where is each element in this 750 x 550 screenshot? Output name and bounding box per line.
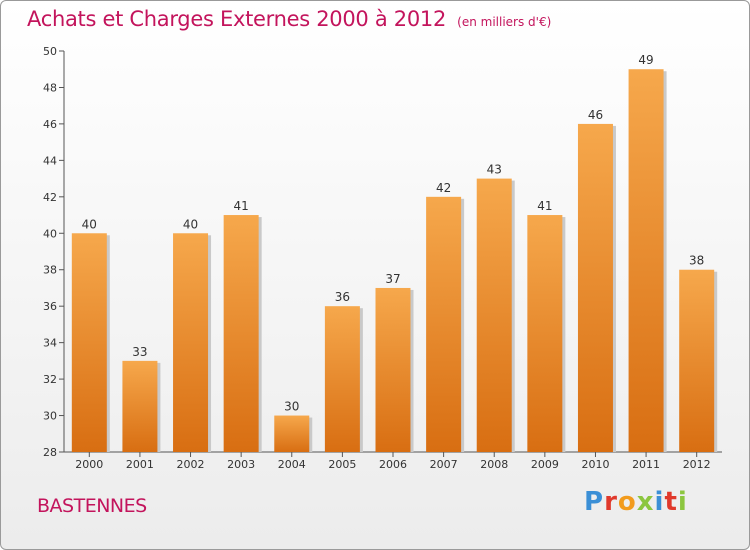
logo-letter: i: [654, 487, 665, 517]
bar: [122, 360, 158, 452]
y-tick-label: 44: [43, 154, 57, 167]
bar: [679, 269, 715, 452]
data-label: 30: [284, 400, 299, 414]
bar: [577, 123, 613, 452]
logo-letter: o: [617, 487, 637, 517]
bar: [527, 215, 563, 452]
y-tick-label: 38: [43, 264, 57, 277]
title-text: Achats et Charges Externes 2000 à 2012: [27, 7, 447, 31]
bar: [476, 178, 512, 452]
y-tick-label: 30: [43, 410, 57, 423]
logo-letter: P: [584, 487, 605, 517]
x-tick-label: 2009: [531, 458, 559, 471]
logo-letter: x: [636, 487, 655, 517]
data-label: 41: [537, 199, 552, 213]
x-tick-label: 2010: [581, 458, 609, 471]
axes: 28 30 32 34 36 38 40 42 44 46 48 50 2000 2001 2002 2003…: [43, 45, 722, 471]
x-tick-label: 2008: [480, 458, 508, 471]
bar: [173, 233, 209, 452]
chart-title: Achats et Charges Externes 2000 à 2012 (…: [27, 7, 551, 31]
bar: [628, 69, 664, 453]
x-tick-label: 2011: [632, 458, 660, 471]
data-label: 40: [82, 217, 97, 231]
x-tick-label: 2005: [328, 458, 356, 471]
y-tick-label: 46: [43, 118, 57, 131]
place-name: BASTENNES: [37, 495, 147, 517]
bar: [223, 215, 259, 452]
y-tick-label: 48: [43, 81, 57, 94]
y-tick-label: 34: [43, 337, 57, 350]
bar: [375, 287, 411, 452]
x-tick-label: 2007: [430, 458, 458, 471]
value-labels: 40 33 40 41 30 36 37 42 43 41 46 49 38: [82, 53, 705, 413]
bar: [324, 306, 360, 452]
data-label: 37: [385, 272, 400, 286]
data-label: 46: [588, 108, 603, 122]
x-tick-label: 2001: [126, 458, 154, 471]
y-tick-label: 32: [43, 373, 57, 386]
data-label: 36: [335, 290, 350, 304]
data-label: 41: [234, 199, 249, 213]
x-tick-label: 2012: [683, 458, 711, 471]
data-label: 33: [132, 345, 147, 359]
proxiti-logo: Proxiti: [584, 487, 688, 517]
unit-text: (en milliers d'€): [457, 15, 552, 29]
logo-letter: i: [677, 487, 688, 517]
x-tick-label: 2000: [75, 458, 103, 471]
data-label: 38: [689, 254, 704, 268]
y-tick-label: 40: [43, 227, 57, 240]
y-tick-label: 28: [43, 446, 57, 459]
data-label: 43: [487, 163, 502, 177]
data-label: 40: [183, 217, 198, 231]
y-tick-label: 50: [43, 45, 57, 58]
y-tick-label: 36: [43, 300, 57, 313]
data-label: 49: [638, 53, 653, 67]
logo-letter: r: [604, 487, 618, 517]
x-tick-label: 2003: [227, 458, 255, 471]
data-label: 42: [436, 181, 451, 195]
bars: [71, 69, 718, 453]
bar: [274, 415, 310, 452]
bar: [426, 196, 462, 452]
y-tick-label: 42: [43, 191, 57, 204]
bar: [71, 233, 107, 452]
logo-letter: t: [664, 487, 678, 517]
x-tick-label: 2002: [177, 458, 205, 471]
x-tick-label: 2006: [379, 458, 407, 471]
x-tick-label: 2004: [278, 458, 306, 471]
